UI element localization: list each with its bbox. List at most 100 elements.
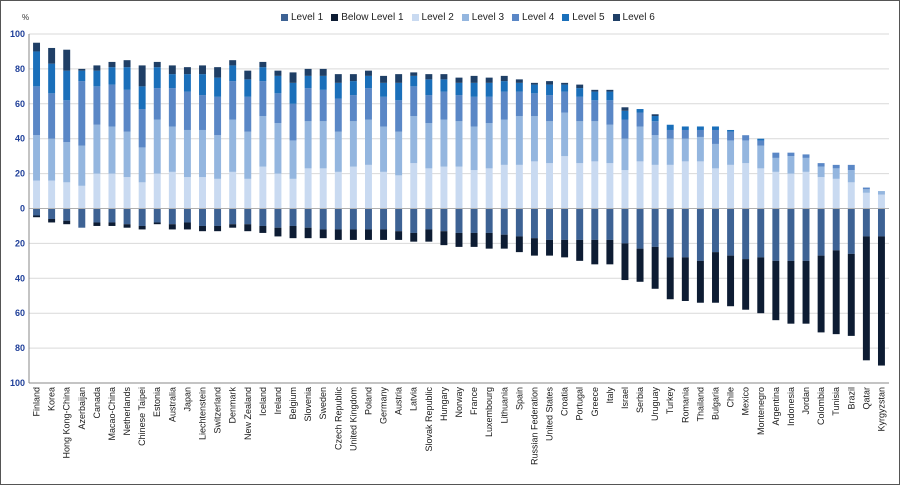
bar-norway-level-5 xyxy=(455,82,463,96)
bar-greece-level-5 xyxy=(591,91,599,101)
legend-item-level-2: Level 2 xyxy=(411,12,454,23)
bar-france-level-4 xyxy=(470,96,478,127)
bar-russian-federation-level-6 xyxy=(530,82,538,85)
bar-korea-level-2 xyxy=(48,180,56,209)
bar-croatia-level-3 xyxy=(561,112,569,157)
legend-swatch xyxy=(612,14,620,21)
bar-croatia-level-2 xyxy=(561,156,569,209)
y-tick-label: 60 xyxy=(15,99,25,109)
bar-latvia-level-6 xyxy=(410,72,418,76)
bar-liechtenstein-level-2 xyxy=(199,177,206,209)
bar-netherlands-level-5 xyxy=(123,67,131,90)
x-tick-label: Finland xyxy=(32,387,42,417)
bar-hong-kong-china-level-2 xyxy=(63,182,71,209)
bar-serbia-level-5 xyxy=(636,109,644,113)
x-tick-label: Japan xyxy=(182,387,192,412)
bar-chile-level-2 xyxy=(727,164,735,209)
x-tick-label: Belgium xyxy=(288,387,298,420)
x-tick-label: France xyxy=(469,387,479,415)
x-tick-label: Lithuania xyxy=(499,387,509,424)
legend-label: Below Level 1 xyxy=(341,12,404,23)
bar-lithuania-level-3 xyxy=(500,119,508,165)
bar-united-states-level-3 xyxy=(546,121,553,164)
bar-thailand-level-5 xyxy=(696,126,704,130)
bar-hungary-below-level-1 xyxy=(440,231,448,246)
bar-switzerland-level-2 xyxy=(214,178,222,209)
bar-hong-kong-china-below-level-1 xyxy=(63,220,71,225)
bar-iceland-level-6 xyxy=(259,61,267,68)
bar-poland-level-6 xyxy=(365,70,372,76)
bar-lithuania-level-4 xyxy=(500,91,508,120)
bar-mexico-level-4 xyxy=(742,135,750,141)
bar-new-zealand-level-4 xyxy=(244,96,252,132)
bar-uruguay-level-6 xyxy=(651,114,659,117)
bar-jordan-level-3 xyxy=(802,157,810,172)
legend-item-level-4: Level 4 xyxy=(512,12,554,23)
x-tick-label: Netherlands xyxy=(122,387,132,436)
bar-romania-level-2 xyxy=(681,161,689,209)
bar-korea-level-3 xyxy=(48,138,56,181)
bar-turkey-level-3 xyxy=(666,138,674,165)
bar-tunisia-level-1 xyxy=(832,208,840,251)
bar-united-states-level-6 xyxy=(546,81,553,85)
x-tick-label: Azerbaijan xyxy=(77,387,87,430)
y-tick-label: 20 xyxy=(15,238,25,248)
bar-chinese-taipei-level-5 xyxy=(138,86,146,110)
bar-colombia-level-1 xyxy=(817,208,825,256)
bar-new-zealand-level-1 xyxy=(244,208,252,225)
bar-canada-level-5 xyxy=(93,70,101,87)
bar-poland-level-3 xyxy=(365,119,372,165)
bar-colombia-below-level-1 xyxy=(817,255,825,333)
bar-estonia-level-1 xyxy=(153,208,161,223)
bar-finland-level-6 xyxy=(33,42,41,52)
bar-finland-level-2 xyxy=(33,180,41,209)
x-tick-label: Portugal xyxy=(575,387,585,421)
bar-switzerland-level-1 xyxy=(214,208,222,226)
bar-austria-level-1 xyxy=(395,208,403,232)
legend-label: Level 4 xyxy=(522,12,555,23)
bar-uruguay-level-4 xyxy=(651,121,659,136)
bar-tunisia-below-level-1 xyxy=(832,250,840,335)
bar-switzerland-level-6 xyxy=(214,67,222,78)
bar-uruguay-level-5 xyxy=(651,116,659,122)
bar-korea-level-1 xyxy=(48,208,56,219)
bar-belgium-level-3 xyxy=(289,140,297,179)
bar-latvia-level-5 xyxy=(410,75,418,87)
bar-finland-level-4 xyxy=(33,86,41,136)
bar-canada-level-6 xyxy=(93,65,101,71)
bar-portugal-level-5 xyxy=(576,88,584,97)
bar-hungary-level-1 xyxy=(440,208,448,232)
bar-portugal-level-6 xyxy=(576,84,584,89)
bar-czech-republic-level-4 xyxy=(334,98,342,132)
x-tick-label: Luxembourg xyxy=(484,387,494,437)
bar-argentina-level-4 xyxy=(772,152,780,158)
bar-luxembourg-level-4 xyxy=(485,96,493,123)
legend-swatch xyxy=(331,14,339,21)
bar-greece-level-1 xyxy=(591,208,599,240)
bar-greece-level-6 xyxy=(591,89,599,92)
bar-finland-below-level-1 xyxy=(33,215,41,218)
bar-tunisia-level-3 xyxy=(832,168,840,179)
bar-argentina-level-3 xyxy=(772,157,780,172)
bar-new-zealand-level-6 xyxy=(244,70,252,80)
bar-france-level-6 xyxy=(470,75,478,83)
bar-france-level-3 xyxy=(470,126,478,171)
x-tick-label: Denmark xyxy=(228,387,238,424)
legend-swatch xyxy=(461,14,469,21)
bar-serbia-level-3 xyxy=(636,126,644,162)
legend-label: Level 3 xyxy=(471,12,505,23)
bar-liechtenstein-level-4 xyxy=(199,95,206,130)
bar-russian-federation-below-level-1 xyxy=(530,238,538,256)
bar-japan-level-5 xyxy=(183,74,191,92)
bar-estonia-level-5 xyxy=(153,67,161,89)
bar-uruguay-level-1 xyxy=(651,208,659,247)
bar-hong-kong-china-level-5 xyxy=(63,70,71,101)
bar-slovak-republic-level-2 xyxy=(425,168,433,209)
x-tick-label: Israel xyxy=(620,387,630,409)
bar-netherlands-level-2 xyxy=(123,177,131,209)
bar-indonesia-level-2 xyxy=(787,173,795,209)
bar-kyrgyzstan-below-level-1 xyxy=(877,236,885,366)
x-tick-label: Latvia xyxy=(409,387,419,411)
bar-austria-level-3 xyxy=(395,131,403,176)
bar-iceland-level-4 xyxy=(259,81,267,117)
